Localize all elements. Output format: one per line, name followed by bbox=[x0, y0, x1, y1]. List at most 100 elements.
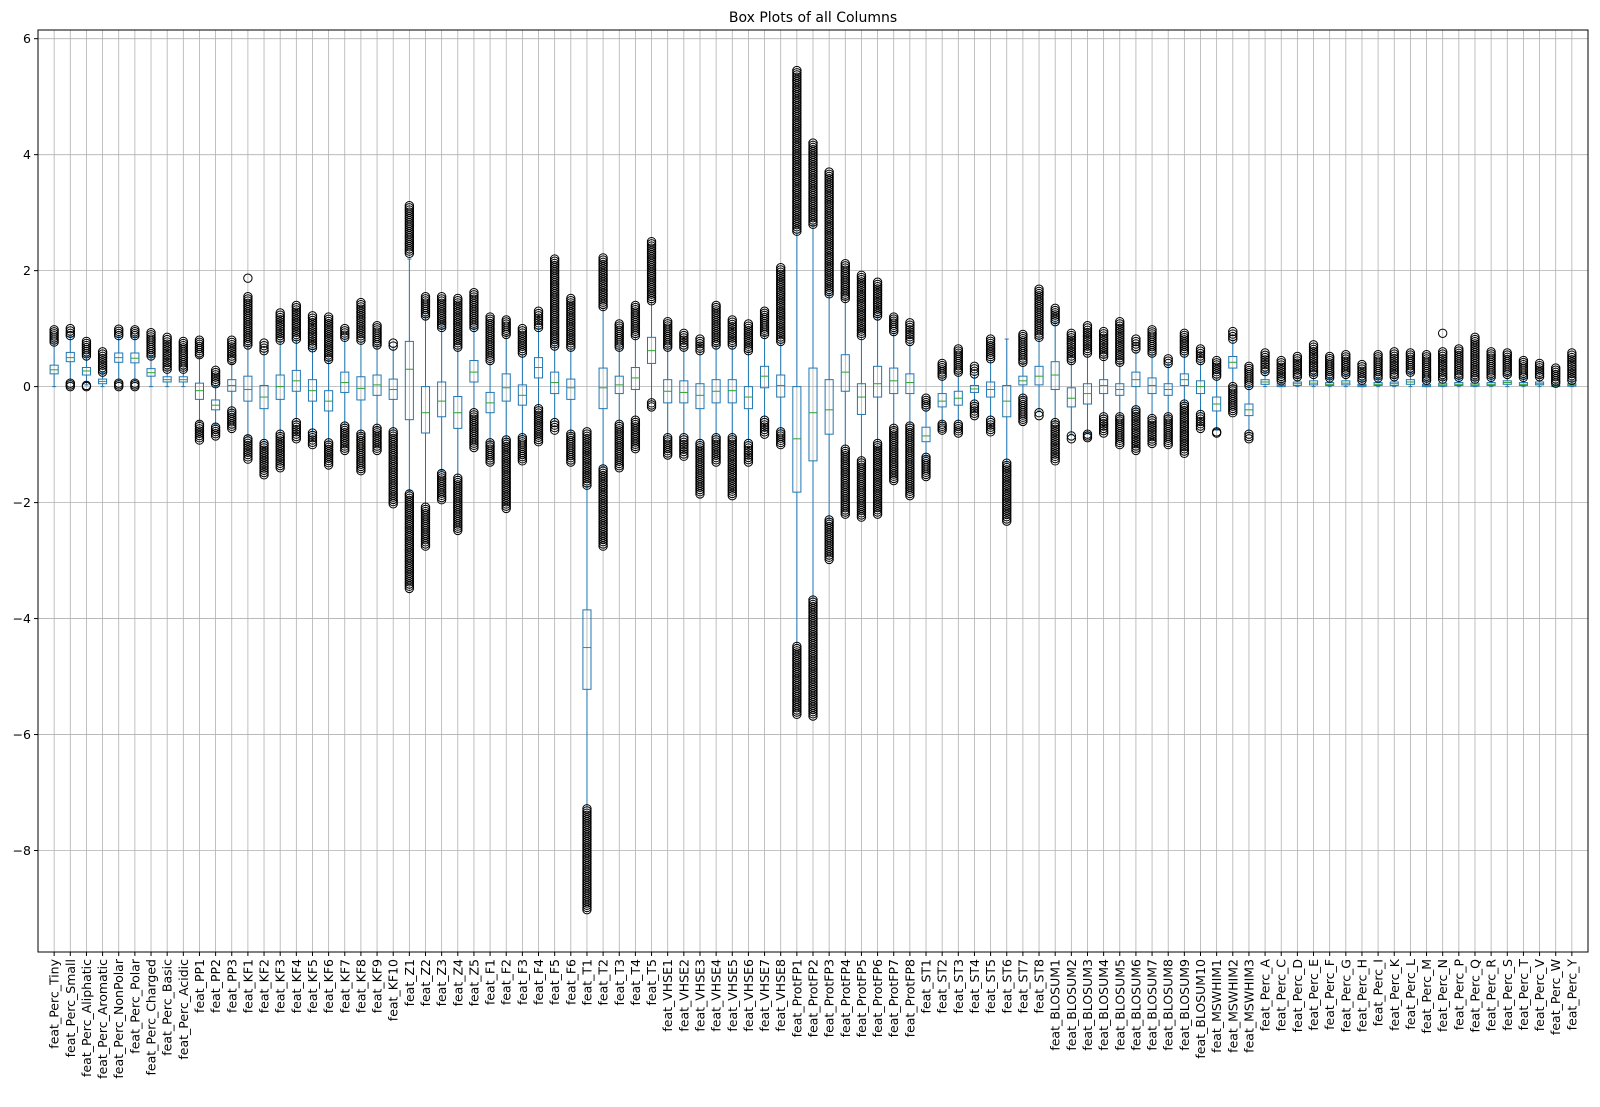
outlier-point bbox=[776, 332, 786, 342]
x-tick-label: feat_Perc_A bbox=[1258, 959, 1273, 1032]
outlier-point bbox=[727, 444, 737, 454]
outlier-point bbox=[662, 342, 673, 352]
outlier-point bbox=[323, 319, 334, 329]
outlier-point bbox=[727, 337, 737, 348]
outlier-point bbox=[97, 356, 108, 366]
outlier-point bbox=[872, 509, 883, 519]
outlier-point bbox=[856, 283, 867, 294]
outlier-point bbox=[679, 437, 689, 447]
outlier-point bbox=[1115, 330, 1125, 340]
x-tick-label: feat_T4 bbox=[628, 959, 643, 1006]
outlier-point bbox=[598, 541, 608, 551]
outlier-point bbox=[1066, 353, 1077, 363]
fliers-feat_KF8 bbox=[356, 297, 366, 476]
outlier-point bbox=[275, 333, 285, 343]
outlier-point bbox=[323, 327, 334, 338]
outlier-point bbox=[1324, 373, 1335, 383]
box-feat_BLOSUM7 bbox=[1147, 354, 1157, 418]
x-tick-label: feat_BLOSUM7 bbox=[1145, 959, 1160, 1051]
fliers-feat_VHSE3 bbox=[695, 334, 705, 499]
outlier-point bbox=[275, 442, 285, 453]
outlier-point bbox=[1244, 378, 1254, 389]
outlier-point bbox=[243, 335, 253, 346]
outlier-point bbox=[1002, 509, 1012, 520]
outlier-point bbox=[1098, 333, 1109, 344]
box-feat_ST3 bbox=[953, 373, 963, 424]
outlier-point bbox=[259, 443, 269, 453]
outlier-point bbox=[1567, 361, 1577, 372]
outlier-point bbox=[291, 329, 302, 340]
outlier-point bbox=[307, 327, 318, 337]
outlier-point bbox=[307, 324, 318, 335]
outlier-point bbox=[1002, 514, 1012, 524]
box-feat_ST7 bbox=[1018, 362, 1028, 398]
outlier-point bbox=[1163, 437, 1173, 448]
outlier-point bbox=[630, 441, 641, 452]
fliers-feat_VHSE1 bbox=[662, 316, 673, 460]
outlier-point bbox=[1018, 355, 1028, 365]
outlier-point bbox=[388, 492, 398, 502]
flier-layer bbox=[49, 65, 1577, 915]
outlier-point bbox=[1115, 350, 1125, 361]
outlier-point bbox=[388, 499, 398, 509]
fliers-feat_PP3 bbox=[227, 335, 237, 434]
outlier-point bbox=[630, 326, 641, 336]
outlier-point bbox=[905, 318, 915, 328]
outlier-point bbox=[1082, 336, 1093, 347]
outlier-point bbox=[372, 335, 382, 346]
outlier-point bbox=[840, 287, 850, 297]
x-tick-label: feat_Perc_F bbox=[1322, 959, 1337, 1030]
outlier-point bbox=[1050, 444, 1060, 455]
outlier-point bbox=[307, 333, 318, 344]
outlier-point bbox=[1131, 336, 1141, 347]
outlier-point bbox=[323, 314, 334, 324]
outlier-point bbox=[921, 402, 931, 412]
outlier-point bbox=[776, 283, 786, 293]
outlier-point bbox=[1389, 360, 1399, 371]
outlier-point bbox=[582, 478, 592, 488]
outlier-point bbox=[275, 436, 285, 446]
x-tick-label: feat_Perc_V bbox=[1532, 959, 1547, 1032]
outlier-point bbox=[889, 469, 899, 479]
outlier-point bbox=[372, 338, 382, 348]
outlier-point bbox=[340, 330, 350, 340]
outlier-point bbox=[856, 279, 867, 289]
box-feat_ST8 bbox=[1034, 338, 1044, 412]
outlier-point bbox=[1050, 456, 1060, 466]
outlier-point bbox=[533, 308, 544, 319]
y-tick-label: 0 bbox=[23, 379, 31, 394]
outlier-point bbox=[307, 315, 318, 326]
outlier-point bbox=[1002, 467, 1012, 477]
outlier-point bbox=[1276, 371, 1286, 382]
outlier-point bbox=[227, 340, 237, 350]
outlier-point bbox=[1308, 360, 1319, 371]
outlier-point bbox=[1066, 333, 1077, 343]
outlier-point bbox=[1002, 516, 1012, 526]
outlier-point bbox=[985, 427, 996, 437]
x-tick-label: feat_T5 bbox=[644, 959, 659, 1006]
outlier-point bbox=[1276, 369, 1286, 379]
outlier-point bbox=[1260, 362, 1270, 372]
fliers-feat_BLOSUM4 bbox=[1098, 326, 1109, 438]
outlier-point bbox=[1179, 432, 1190, 443]
outlier-point bbox=[856, 330, 867, 341]
outlier-point bbox=[114, 328, 124, 339]
outlier-point bbox=[340, 326, 350, 336]
outlier-point bbox=[1260, 359, 1270, 370]
outlier-point bbox=[291, 309, 302, 320]
y-tick-label: −8 bbox=[13, 843, 31, 858]
x-tick-label: feat_Z4 bbox=[450, 959, 465, 1006]
outlier-point bbox=[776, 294, 786, 304]
outlier-point bbox=[1115, 355, 1125, 365]
outlier-point bbox=[97, 358, 108, 368]
outlier-point bbox=[759, 417, 770, 428]
outlier-point bbox=[921, 469, 931, 480]
outlier-point bbox=[1437, 328, 1448, 338]
x-tick-label: feat_ST1 bbox=[919, 959, 934, 1013]
fliers-feat_VHSE7 bbox=[759, 306, 770, 439]
outlier-point bbox=[97, 347, 108, 357]
outlier-point bbox=[210, 379, 221, 389]
grid-layer bbox=[38, 30, 1588, 952]
outlier-point bbox=[566, 457, 576, 467]
outlier-point bbox=[1002, 494, 1012, 504]
